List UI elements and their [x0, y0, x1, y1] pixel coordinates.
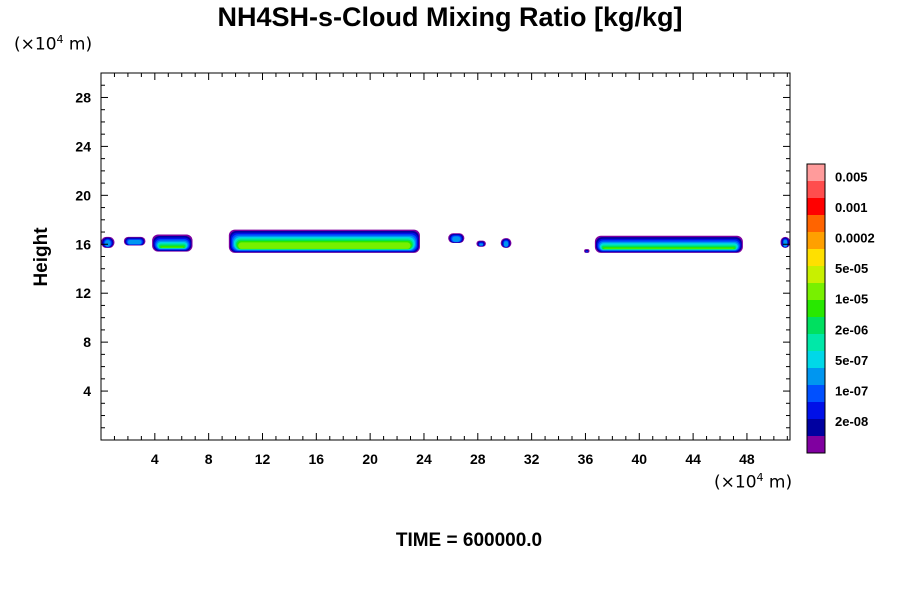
colorbar-swatch: [807, 351, 825, 368]
colorbar-swatch: [807, 249, 825, 266]
chart-title: NH4SH-s-Cloud Mixing Ratio [kg/kg]: [217, 2, 683, 32]
y-tick-label: 8: [83, 334, 91, 350]
cloud-contour-fill: [585, 250, 588, 253]
colorbar-swatch: [807, 283, 825, 300]
colorbar-swatch: [807, 181, 825, 198]
colorbar-label: 5e-05: [835, 261, 868, 276]
x-tick-label: 20: [362, 451, 378, 467]
cloud-region: [594, 235, 743, 253]
cloud-contour-fill: [479, 243, 484, 246]
colorbar-label: 1e-07: [835, 384, 868, 399]
x-tick-label: 40: [631, 451, 647, 467]
cloud-region: [228, 229, 420, 253]
cloud-region: [448, 233, 465, 244]
x-tick-label: 4: [151, 451, 159, 467]
cloud-contour-fill: [105, 239, 111, 247]
colorbar-swatch: [807, 266, 825, 283]
colorbar-swatch: [807, 402, 825, 419]
colorbar-label: 0.001: [835, 200, 868, 215]
colorbar-swatch: [807, 385, 825, 402]
x-tick-label: 12: [255, 451, 271, 467]
cloud-contour-fill: [452, 236, 461, 242]
y-tick-label: 28: [75, 89, 91, 105]
colorbar-swatch: [807, 164, 825, 181]
cloud-region: [123, 236, 146, 246]
y-axis-unit-label: (×104 m): [14, 33, 93, 55]
colorbar-swatch: [807, 232, 825, 249]
colorbar-swatch: [807, 334, 825, 351]
x-tick-label: 16: [309, 451, 325, 467]
colorbar-swatch: [807, 436, 825, 453]
colorbar-swatch: [807, 317, 825, 334]
cloud-region: [780, 236, 790, 248]
cloud-region: [152, 234, 193, 252]
colorbar-swatch: [807, 419, 825, 436]
y-tick-label: 16: [75, 236, 91, 252]
colorbar-label: 2e-06: [835, 322, 868, 337]
plot-frame: [100, 72, 791, 441]
y-tick-label: 12: [75, 285, 91, 301]
cloud-contour-fill: [503, 241, 509, 247]
cloud-region: [500, 238, 512, 248]
colorbar-swatch: [807, 215, 825, 232]
y-tick-label: 4: [83, 383, 91, 399]
x-axis-unit-label: (×104 m): [714, 471, 793, 493]
time-label: TIME = 600000.0: [395, 530, 543, 551]
colorbar-swatch: [807, 300, 825, 317]
x-tick-label: 44: [685, 451, 701, 467]
x-tick-label: 32: [524, 451, 540, 467]
colorbar-label: 2e-08: [835, 414, 868, 429]
x-tick-label: 24: [416, 451, 432, 467]
x-tick-label: 28: [470, 451, 486, 467]
colorbar-swatch: [807, 198, 825, 215]
colorbar-label: 1e-05: [835, 292, 868, 307]
x-tick-label: 8: [205, 451, 213, 467]
x-tick-label: 36: [578, 451, 594, 467]
cloud-region: [476, 240, 486, 247]
cloud-region: [101, 236, 115, 248]
x-tick-label: 48: [739, 451, 755, 467]
y-tick-label: 20: [75, 187, 91, 203]
cloud-contour-fill: [127, 239, 142, 245]
y-tick-label: 24: [75, 138, 91, 154]
colorbar-swatch: [807, 368, 825, 385]
cloud-contour-fill: [238, 242, 411, 249]
colorbar-label: 0.005: [835, 169, 868, 184]
colorbar-frame: [806, 163, 826, 454]
cloud-region: [584, 249, 590, 253]
cloud-contour-fill: [783, 239, 788, 247]
colorbar-label: 0.0002: [835, 231, 875, 246]
colorbar-label: 5e-07: [835, 353, 868, 368]
